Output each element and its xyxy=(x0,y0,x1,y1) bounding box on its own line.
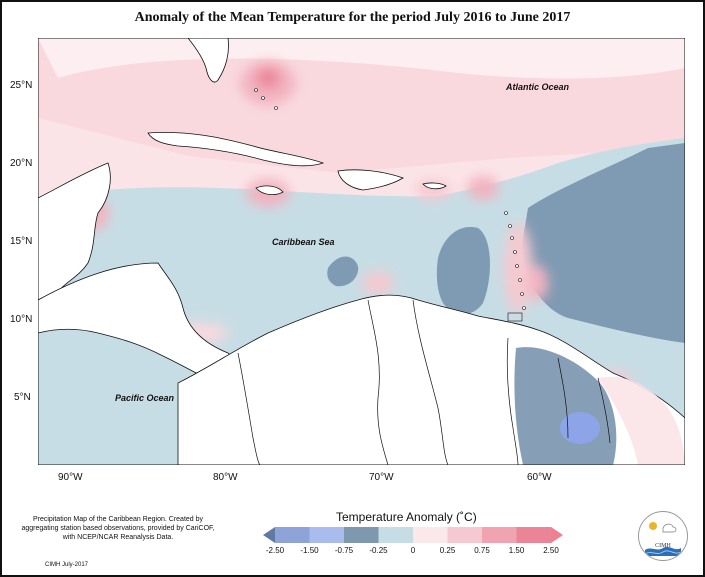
logo-text: CIMH xyxy=(655,543,671,549)
cuba-land xyxy=(147,131,325,167)
legend-swatch xyxy=(378,527,414,543)
legend-title: Temperature Anomaly (˚C) xyxy=(336,510,477,524)
pacific-ocean-label: Pacific Ocean xyxy=(115,393,175,403)
legend-swatch xyxy=(482,527,517,543)
florida-land xyxy=(187,38,229,83)
anomaly-map xyxy=(38,38,685,465)
legend-tick-label: 2.50 xyxy=(543,546,559,555)
east-atlantic-cool-zone xyxy=(522,143,685,343)
legend-swatch xyxy=(309,527,345,543)
legend-tick-label: 0.25 xyxy=(439,546,456,555)
jamaica-land xyxy=(255,185,284,196)
puerto-rico-land xyxy=(422,182,447,190)
lon-label-90w: 90°W xyxy=(58,472,83,483)
credit-label: CIMH July-2017 xyxy=(45,562,89,568)
legend-swatch xyxy=(344,527,379,543)
central-caribbean-cool-spot xyxy=(327,256,359,287)
cimh-logo: CIMH xyxy=(638,511,688,561)
legend-swatch xyxy=(275,527,310,543)
atlantic-ocean-label: Atlantic Ocean xyxy=(506,82,570,92)
cimh-emblem-icon xyxy=(644,522,682,556)
lesser-antilles xyxy=(254,88,526,322)
venezuela-basin-cool-zone xyxy=(436,227,490,315)
legend-tick-label: -0.75 xyxy=(334,546,354,555)
legend-swatch xyxy=(516,527,552,543)
yucatan-land xyxy=(38,162,111,301)
legend-colorbar xyxy=(263,527,563,543)
legend-tick-label: -2.50 xyxy=(265,546,285,555)
caribbean-sea-label: Caribbean Sea xyxy=(272,237,335,247)
legend-tick-label: 0.75 xyxy=(474,546,490,555)
legend-swatch xyxy=(447,527,483,543)
legend-swatch xyxy=(413,527,448,543)
lat-label-5n: 5°N xyxy=(14,392,31,403)
country-borders xyxy=(237,299,611,465)
lat-label-10n: 10°N xyxy=(10,314,33,325)
legend-tick-label: -0.25 xyxy=(369,546,388,555)
legend-tick-label: 1.50 xyxy=(508,546,525,555)
map-title: Anomaly of the Mean Temperature for the … xyxy=(134,10,571,25)
lat-label-15n: 15°N xyxy=(10,236,33,247)
lon-label-80w: 80°W xyxy=(213,472,238,483)
footer-note: Precipitation Map of the Caribbean Regio… xyxy=(21,516,215,541)
legend-arrow-right xyxy=(551,527,563,543)
legend-tick-label: 0 xyxy=(410,546,416,555)
lon-label-60w: 60°W xyxy=(527,472,552,483)
lat-label-25n: 25°N xyxy=(10,80,33,91)
legend-tick-label: -1.50 xyxy=(300,546,319,555)
guiana-land-strong-cool xyxy=(560,412,600,444)
lat-label-20n: 20°N xyxy=(10,158,33,169)
legend-arrow-left xyxy=(263,527,275,543)
hispaniola-land xyxy=(337,169,404,191)
north-brazil-warm-overlay xyxy=(598,376,685,465)
lon-label-70w: 70°W xyxy=(369,472,394,483)
